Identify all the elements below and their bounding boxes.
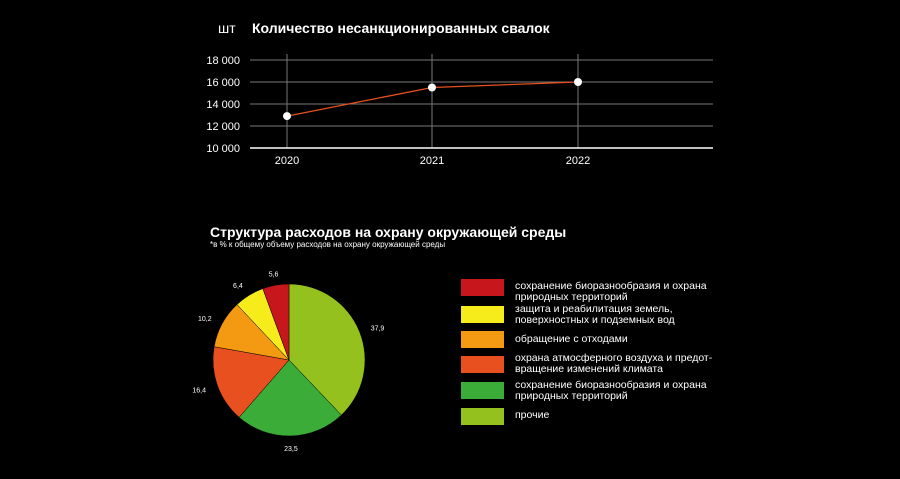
x-tick-label: 2021 xyxy=(420,155,444,167)
legend-swatch xyxy=(461,306,504,323)
legend-swatch xyxy=(461,408,504,425)
pie-slice xyxy=(238,359,342,437)
y-tick-label: 18 000 xyxy=(206,55,240,67)
line-chart-title: Количество несанкционированных свалок xyxy=(252,20,550,36)
legend-item: обращение с отходами xyxy=(461,331,751,361)
data-point xyxy=(574,78,582,86)
pie-slice xyxy=(262,283,290,361)
y-tick-label: 10 000 xyxy=(206,143,240,155)
legend-item: прочие xyxy=(461,408,751,438)
slice-label: 6,4 xyxy=(233,283,243,290)
y-tick-label: 12 000 xyxy=(206,121,240,133)
legend-label: сохранение биоразнообразия и охрана прир… xyxy=(515,379,707,402)
legend-swatch xyxy=(461,279,504,296)
legend-swatch xyxy=(461,356,504,373)
legend-label: сохранение биоразнообразия и охрана прир… xyxy=(515,280,707,303)
pie-slice xyxy=(288,283,366,416)
data-point xyxy=(428,83,436,92)
legend-swatch xyxy=(461,331,504,348)
legend-swatch xyxy=(461,382,504,399)
y-unit-label: шт xyxy=(218,20,236,36)
slice-label: 10,2 xyxy=(198,316,212,323)
slice-label: 23,5 xyxy=(284,446,298,453)
legend-item: охрана атмосферного воздуха и предот- вр… xyxy=(461,353,751,386)
pie-chart-subtitle: *в % к общему объему расходов на охрану … xyxy=(210,240,446,249)
y-tick-label: 16 000 xyxy=(206,77,240,89)
line-chart: 10 000 12 000 14 000 16 000 18 000 2020 2021 20… xyxy=(206,54,713,167)
x-tick-label: 2022 xyxy=(566,155,590,167)
legend-label: обращение с отходами xyxy=(515,333,628,345)
legend-label: охрана атмосферного воздуха и предот- вр… xyxy=(515,352,713,375)
y-tick-label: 14 000 xyxy=(206,99,240,111)
slice-label: 16,4 xyxy=(192,387,206,394)
legend-item: защита и реабилитация земель, поверхност… xyxy=(461,304,751,336)
legend-item: сохранение биоразнообразия и охрана прир… xyxy=(461,380,751,412)
pie-chart-title: Структура расходов на охрану окружающей … xyxy=(210,224,567,240)
legend-label: прочие xyxy=(515,409,550,421)
pie-slice xyxy=(212,346,290,418)
slice-label: 5,6 xyxy=(269,271,279,278)
x-tick-label: 2020 xyxy=(275,155,299,167)
data-point xyxy=(283,112,291,121)
legend-label: защита и реабилитация земель, поверхност… xyxy=(515,303,675,326)
slice-label: 37,9 xyxy=(371,325,385,332)
legend-item: сохранение биоразнообразия и охрана прир… xyxy=(461,278,751,308)
